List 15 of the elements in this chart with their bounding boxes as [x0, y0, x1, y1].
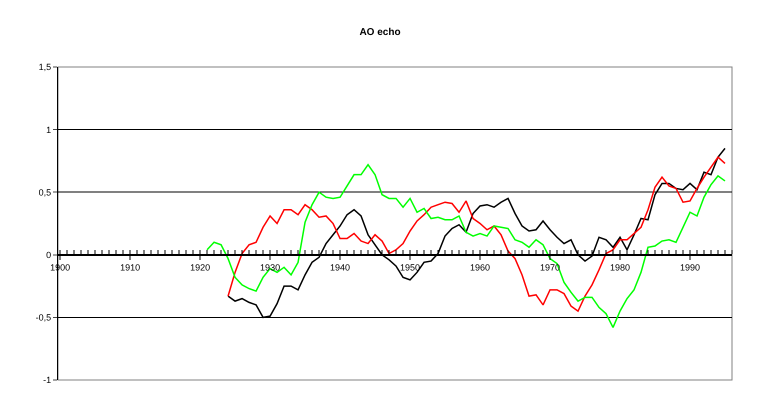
x-tick-label: 1910	[120, 262, 140, 273]
x-tick-label: 1990	[680, 262, 700, 273]
y-tick-label: 0	[46, 250, 52, 260]
y-tick-label: 1,5	[38, 62, 52, 72]
x-tick-label: 1920	[190, 262, 210, 273]
x-tick-label: 1930	[260, 262, 280, 273]
x-tick-label: 1950	[400, 262, 420, 273]
chart-title: AO echo	[359, 27, 401, 38]
y-tick-label: -1	[43, 375, 52, 386]
x-tick-label: 1940	[330, 262, 350, 273]
y-tick-label: 0,5	[38, 187, 52, 198]
y-tick-label: -0,5	[36, 312, 52, 323]
y-tick-label: 1	[46, 124, 52, 135]
x-tick-label: 1960	[470, 262, 490, 273]
x-tick-label: 1980	[610, 262, 630, 273]
